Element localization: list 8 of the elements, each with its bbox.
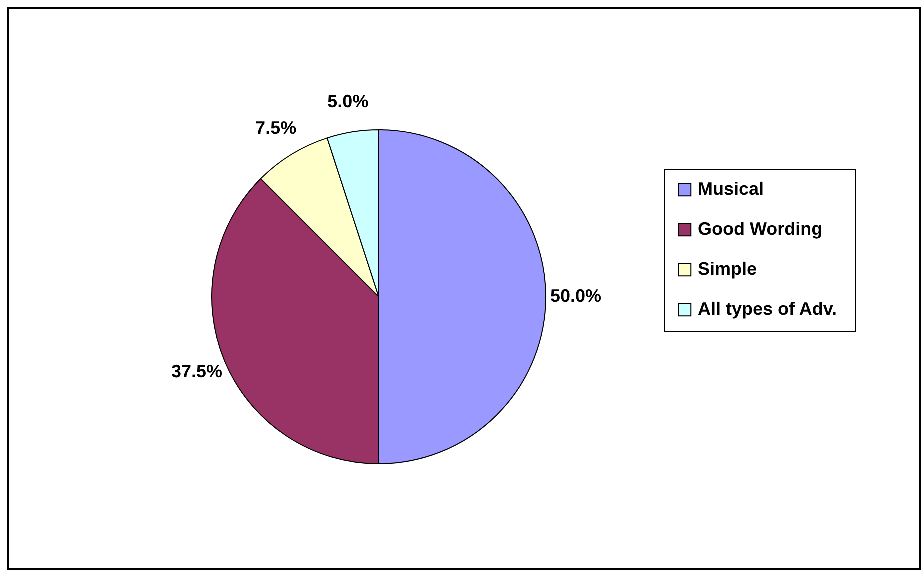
legend-label: Musical	[698, 179, 764, 199]
legend-label: Simple	[698, 259, 758, 279]
data-label: 50.0%	[550, 286, 602, 306]
data-label: 5.0%	[328, 91, 369, 112]
data-label: 7.5%	[256, 118, 297, 138]
data-label: 37.5%	[171, 361, 223, 382]
legend-label: All types of Adv.	[698, 299, 838, 319]
legend-label: Good Wording	[698, 219, 823, 239]
